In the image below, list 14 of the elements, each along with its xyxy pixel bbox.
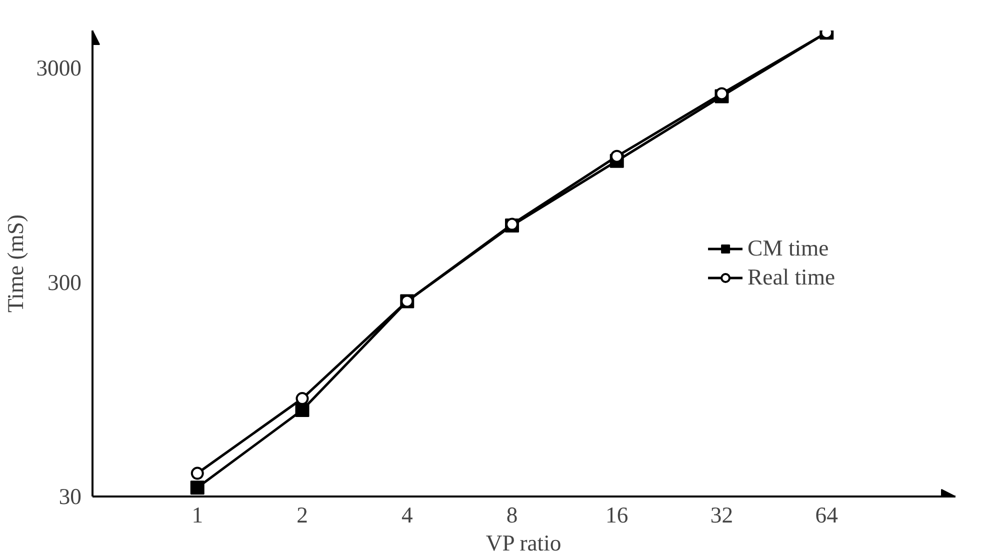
- x-axis-title: VP ratio: [486, 530, 562, 556]
- x-tick-label: 16: [606, 502, 628, 528]
- y-axis-title: Time (mS): [3, 214, 28, 312]
- y-tick-label: 3000: [36, 56, 82, 81]
- x-tick-label: 64: [815, 502, 838, 528]
- legend-label: Real time: [748, 264, 835, 290]
- y-tick-label: 30: [58, 484, 82, 509]
- x-tick-label: 1: [192, 502, 204, 528]
- x-tick-label: 32: [710, 502, 734, 528]
- y-tick-label: 300: [48, 270, 82, 295]
- x-tick-label: 8: [506, 502, 518, 528]
- x-tick-label: 2: [296, 502, 308, 528]
- legend-label: CM time: [748, 236, 829, 262]
- x-tick-label: 4: [401, 502, 413, 528]
